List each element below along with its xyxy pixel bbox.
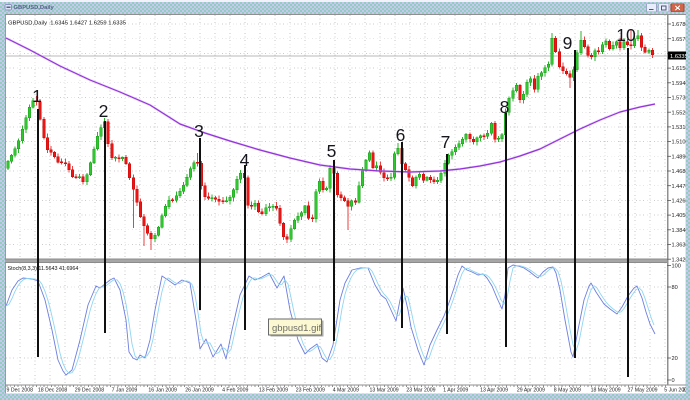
- svg-text:GBPUSD,Daily: GBPUSD,Daily: [14, 5, 55, 11]
- svg-text:1.6335: 1.6335: [670, 54, 688, 60]
- svg-text:5 Jun 2009: 5 Jun 2009: [664, 388, 690, 394]
- svg-text:5: 5: [327, 141, 337, 161]
- svg-text:Stoch(8,3,3) 11.5643 41.6964: Stoch(8,3,3) 11.5643 41.6964: [8, 266, 79, 272]
- svg-text:80: 80: [672, 285, 678, 291]
- svg-text:13 Apr 2009: 13 Apr 2009: [480, 388, 508, 394]
- svg-text:1.5730: 1.5730: [672, 96, 689, 102]
- svg-text:7: 7: [441, 132, 451, 152]
- svg-text:16 Jan 2009: 16 Jan 2009: [148, 388, 177, 394]
- svg-text:13 Mar 2009: 13 Mar 2009: [370, 388, 399, 394]
- svg-text:1.4050: 1.4050: [672, 213, 689, 219]
- svg-text:1.5520: 1.5520: [672, 110, 689, 116]
- svg-text:6: 6: [396, 125, 406, 145]
- svg-text:2: 2: [99, 101, 109, 121]
- svg-text:8 May 2009: 8 May 2009: [554, 388, 581, 394]
- svg-text:7 Jan 2009: 7 Jan 2009: [112, 388, 138, 394]
- svg-text:1.6150: 1.6150: [672, 66, 689, 72]
- svg-text:9: 9: [563, 33, 573, 53]
- svg-text:1.3630: 1.3630: [672, 243, 689, 249]
- svg-text:4 Feb 2009: 4 Feb 2009: [222, 388, 248, 394]
- svg-text:4 Mar 2009: 4 Mar 2009: [333, 388, 359, 394]
- svg-text:9 Dec 2008: 9 Dec 2008: [7, 388, 34, 394]
- svg-text:100: 100: [672, 264, 681, 270]
- svg-text:29 Dec 2008: 29 Dec 2008: [75, 388, 105, 394]
- svg-text:18 May 2009: 18 May 2009: [591, 388, 621, 394]
- svg-text:1.4260: 1.4260: [672, 199, 689, 205]
- svg-text:0: 0: [672, 378, 675, 384]
- svg-text:10: 10: [616, 25, 636, 45]
- svg-text:20: 20: [672, 356, 678, 362]
- svg-text:8: 8: [500, 97, 510, 117]
- svg-text:1.6570: 1.6570: [672, 37, 689, 43]
- svg-text:29 Apr 2009: 29 Apr 2009: [517, 388, 545, 394]
- svg-text:4: 4: [240, 150, 250, 170]
- svg-text:1.5940: 1.5940: [672, 81, 689, 87]
- svg-text:27 May 2009: 27 May 2009: [628, 388, 658, 394]
- svg-text:1.3840: 1.3840: [672, 228, 689, 234]
- svg-text:23 Feb 2009: 23 Feb 2009: [296, 388, 325, 394]
- svg-text:1 Apr 2009: 1 Apr 2009: [443, 388, 468, 394]
- svg-text:1.6780: 1.6780: [672, 22, 689, 28]
- svg-text:23 Mar 2009: 23 Mar 2009: [406, 388, 435, 394]
- svg-text:1.4470: 1.4470: [672, 184, 689, 190]
- svg-text:1.4680: 1.4680: [672, 169, 689, 175]
- svg-text:GBPUSD,Daily 1.6345 1.6427 1.: GBPUSD,Daily 1.6345 1.6427 1.6259 1.6335: [8, 21, 126, 27]
- svg-text:26 Jan 2009: 26 Jan 2009: [185, 388, 214, 394]
- svg-text:1.3420: 1.3420: [672, 257, 689, 263]
- svg-text:gbpusd1.gif: gbpusd1.gif: [272, 323, 321, 334]
- svg-text:1.5100: 1.5100: [672, 140, 689, 146]
- svg-text:1.5310: 1.5310: [672, 125, 689, 131]
- svg-text:1: 1: [32, 86, 42, 106]
- svg-text:13 Feb 2009: 13 Feb 2009: [259, 388, 288, 394]
- svg-text:1.4890: 1.4890: [672, 154, 689, 160]
- svg-text:3: 3: [194, 121, 204, 141]
- svg-text:18 Dec 2008: 18 Dec 2008: [38, 388, 68, 394]
